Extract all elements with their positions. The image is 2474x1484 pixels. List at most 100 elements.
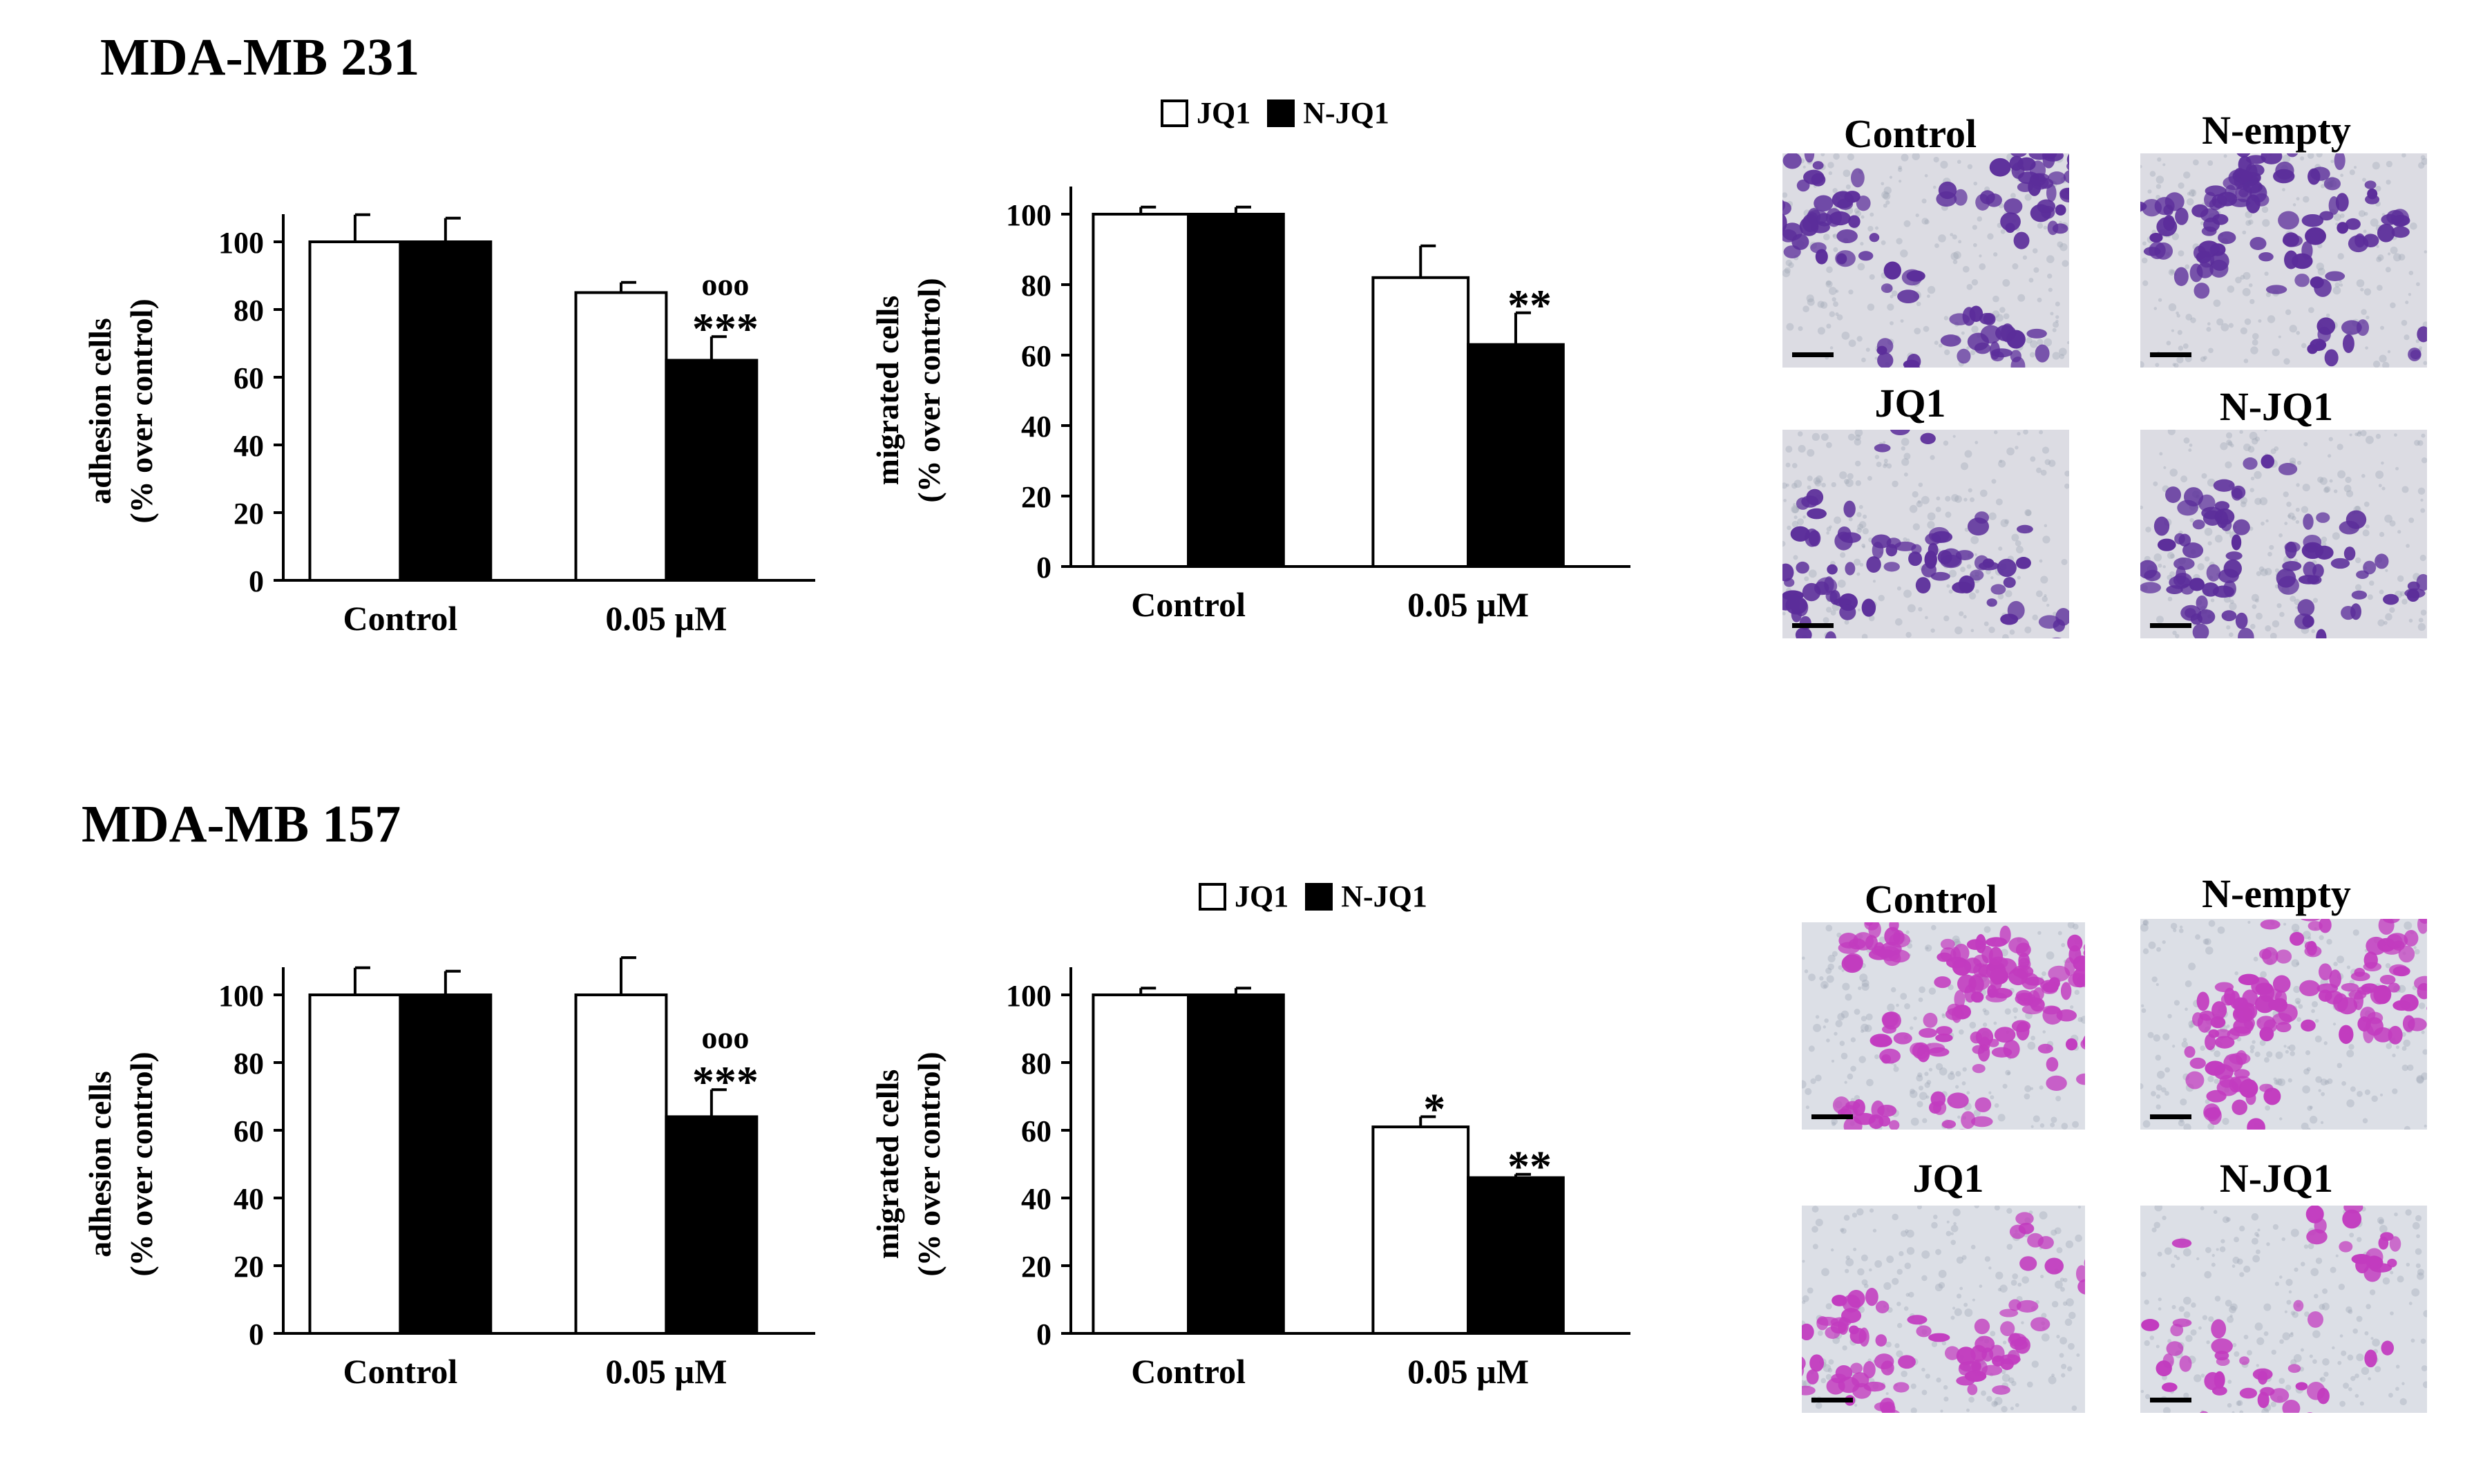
- stained-cell: [1955, 550, 1974, 560]
- membrane-pore: [1927, 294, 1930, 298]
- stained-cell: [1968, 973, 1990, 991]
- stained-cell: [2173, 267, 2189, 287]
- membrane-pore: [2142, 920, 2148, 926]
- membrane-pore: [2140, 923, 2149, 932]
- stained-cell: [2426, 1006, 2427, 1011]
- membrane-pore: [2061, 1123, 2068, 1130]
- bar-jq1: [1371, 1125, 1470, 1335]
- membrane-pore: [1861, 1016, 1867, 1022]
- membrane-pore: [2300, 1348, 2304, 1352]
- stained-cell: [2363, 1025, 2375, 1044]
- stained-cell: [1876, 345, 1887, 355]
- stained-cell: [2077, 1279, 2085, 1295]
- membrane-pore: [1839, 471, 1847, 479]
- membrane-pore: [1893, 1066, 1899, 1072]
- membrane-pore: [2352, 1328, 2359, 1334]
- membrane-pore: [2156, 1084, 2162, 1091]
- membrane-pore: [2055, 319, 2059, 323]
- membrane-pore: [1945, 1230, 1952, 1237]
- membrane-pore: [1994, 430, 1998, 435]
- membrane-pore: [2314, 1035, 2322, 1043]
- membrane-pore: [1891, 290, 1898, 296]
- membrane-pore: [1872, 1228, 1877, 1233]
- membrane-pore: [1967, 164, 1973, 169]
- stained-cell: [1858, 251, 1874, 261]
- membrane-pore: [2164, 1247, 2172, 1255]
- membrane-pore: [2348, 1309, 2353, 1314]
- membrane-pore: [2142, 241, 2147, 246]
- membrane-pore: [2240, 274, 2245, 280]
- membrane-pore: [1945, 511, 1952, 518]
- membrane-pore: [2356, 1353, 2364, 1362]
- membrane-pore: [2266, 1242, 2270, 1246]
- membrane-pore: [1916, 1206, 1922, 1210]
- membrane-pore: [2191, 1302, 2196, 1308]
- y-tick-label: 20: [234, 497, 264, 531]
- membrane-pore: [2372, 1338, 2380, 1347]
- membrane-pore: [2039, 1211, 2048, 1220]
- membrane-pore: [2234, 1237, 2240, 1243]
- stained-cell: [2066, 162, 2069, 171]
- membrane-pore: [2356, 1315, 2363, 1322]
- membrane-pore: [2053, 321, 2059, 328]
- membrane-pore: [1990, 576, 1994, 580]
- membrane-pore: [2279, 1117, 2283, 1121]
- membrane-pore: [1825, 607, 1832, 613]
- membrane-pore: [1950, 1071, 1954, 1075]
- membrane-pore: [2289, 325, 2297, 333]
- stained-cell: [1782, 563, 1794, 582]
- membrane-pore: [1901, 1370, 1907, 1378]
- membrane-pore: [2207, 160, 2214, 167]
- stained-cell: [2212, 585, 2234, 598]
- membrane-pore: [2229, 602, 2237, 611]
- membrane-pore: [1845, 993, 1852, 1001]
- membrane-pore: [2263, 1303, 2272, 1311]
- membrane-pore: [2142, 1120, 2151, 1128]
- membrane-pore: [1860, 242, 1864, 246]
- stained-cell: [2185, 1071, 2205, 1090]
- membrane-pore: [2412, 1221, 2420, 1230]
- stained-cell: [2375, 553, 2389, 569]
- stained-cell: [2189, 578, 2205, 591]
- membrane-pore: [2216, 318, 2224, 326]
- stained-cell: [2166, 1341, 2184, 1356]
- membrane-pore: [1807, 475, 1813, 482]
- membrane-pore: [2311, 629, 2316, 634]
- membrane-pore: [2057, 241, 2064, 248]
- membrane-pore: [2395, 1387, 2399, 1391]
- stained-cell: [1884, 926, 1901, 946]
- membrane-pore: [2219, 1246, 2226, 1253]
- membrane-pore: [2323, 487, 2330, 493]
- membrane-pore: [1833, 153, 1840, 160]
- membrane-pore: [1994, 1396, 2003, 1405]
- membrane-pore: [2046, 603, 2050, 607]
- membrane-pore: [1869, 1208, 1874, 1213]
- micrograph-label-n-empty-231: N-empty: [2202, 108, 2351, 153]
- membrane-pore: [2365, 435, 2374, 444]
- membrane-pore: [1995, 314, 2004, 322]
- membrane-pore: [2169, 571, 2176, 577]
- stained-cell: [2046, 1075, 2067, 1092]
- membrane-pore: [2154, 1206, 2163, 1212]
- stained-cell: [2239, 1387, 2258, 1399]
- membrane-pore: [2142, 920, 2149, 926]
- membrane-pore: [2261, 206, 2269, 213]
- membrane-pore: [2182, 1038, 2187, 1042]
- stained-cell: [2286, 153, 2299, 158]
- membrane-pore: [1857, 1268, 1865, 1276]
- membrane-pore: [1828, 1359, 1834, 1365]
- stained-cell: [1915, 577, 1931, 593]
- membrane-pore: [2363, 211, 2368, 216]
- stained-cell: [2305, 544, 2319, 553]
- stained-cell: [2164, 192, 2185, 211]
- stained-cell: [2026, 328, 2047, 339]
- membrane-pore: [2054, 1227, 2062, 1235]
- membrane-pore: [2142, 948, 2149, 955]
- stained-cell: [1841, 954, 1863, 973]
- membrane-pore: [2397, 530, 2401, 534]
- membrane-pore: [2207, 478, 2216, 487]
- membrane-pore: [1802, 956, 1805, 960]
- membrane-pore: [1804, 576, 1809, 582]
- membrane-pore: [1813, 477, 1821, 485]
